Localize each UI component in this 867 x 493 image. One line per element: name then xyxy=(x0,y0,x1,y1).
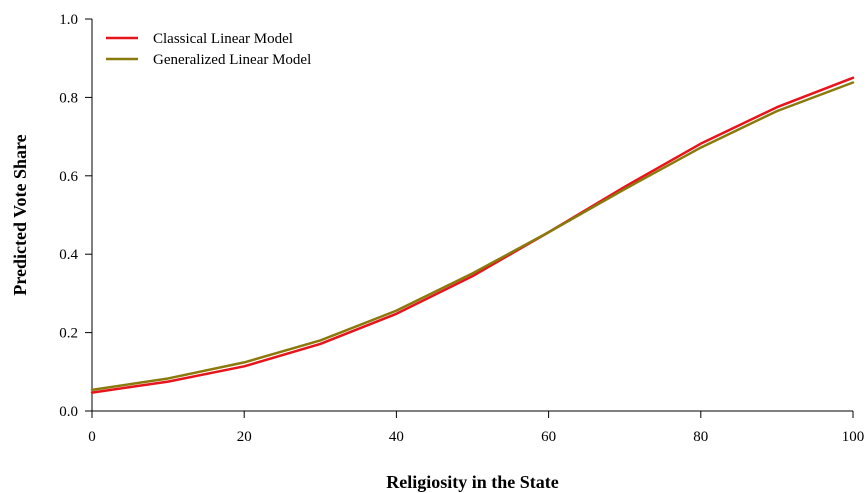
x-tick-label: 100 xyxy=(842,429,865,445)
y-tick-label: 0.6 xyxy=(59,169,78,185)
x-tick-label: 20 xyxy=(237,429,252,445)
legend: Classical Linear Model Generalized Linear… xyxy=(106,31,311,68)
y-tick-label: 0.2 xyxy=(59,326,78,342)
series-line-1 xyxy=(90,76,855,394)
legend-label: Generalized Linear Model xyxy=(153,52,311,68)
legend-label: Classical Linear Model xyxy=(153,31,293,47)
series-layer xyxy=(90,76,855,394)
x-axis-title: Religiosity in the State xyxy=(386,472,559,492)
series-line-2 xyxy=(90,81,855,392)
y-ticks: 0.0 0.2 0.4 0.6 0.8 1.0 xyxy=(59,12,92,420)
y-tick-label: 1.0 xyxy=(59,12,78,28)
y-tick-label: 0.4 xyxy=(59,247,78,263)
x-tick-label: 40 xyxy=(389,429,404,445)
x-tick-label: 80 xyxy=(693,429,708,445)
axes: 0 20 40 60 80 100 0.0 0.2 0.4 0.6 0.8 1.0 xyxy=(59,12,864,445)
x-ticks: 0 20 40 60 80 100 xyxy=(88,411,864,445)
y-tick-label: 0.8 xyxy=(59,90,78,106)
y-tick-label: 0.0 xyxy=(59,404,78,420)
x-tick-label: 60 xyxy=(541,429,556,445)
y-axis-title: Predicted Vote Share xyxy=(10,134,30,295)
x-tick-label: 0 xyxy=(88,429,96,445)
